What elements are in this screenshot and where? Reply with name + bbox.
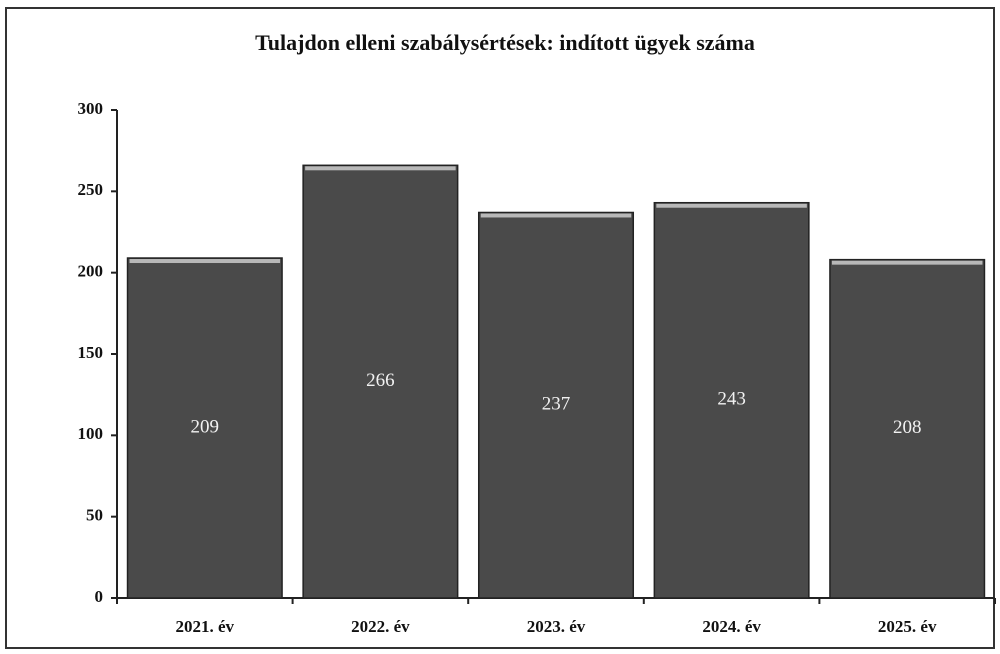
x-tick-label: 2021. év [176,617,235,636]
bar [653,201,810,599]
bar [477,211,635,599]
y-tick-label: 50 [86,506,103,525]
x-tick-label: 2023. év [527,617,586,636]
bar [829,258,986,599]
y-tick-label: 250 [78,180,104,199]
y-tick-label: 200 [78,262,104,281]
bar-highlight [305,166,456,171]
y-tick-label: 300 [78,99,104,118]
data-label: 208 [893,417,922,438]
data-label: 209 [191,416,220,437]
chart-title: Tulajdon elleni szabálysértések: indítot… [255,30,755,55]
bar [302,164,459,599]
bar-highlight [656,203,807,208]
data-label: 266 [366,370,395,391]
data-label: 237 [542,394,571,415]
x-tick-label: 2022. év [351,617,410,636]
bar-highlight [480,213,632,218]
x-tick-label: 2024. év [702,617,761,636]
x-tick-label: 2025. év [878,617,937,636]
data-label: 243 [717,389,746,410]
bar-highlight [129,259,281,264]
y-tick-label: 150 [78,343,104,362]
y-tick-label: 0 [95,587,104,606]
y-tick-label: 100 [78,424,104,443]
bar-highlight [831,260,983,265]
bar [126,257,283,599]
